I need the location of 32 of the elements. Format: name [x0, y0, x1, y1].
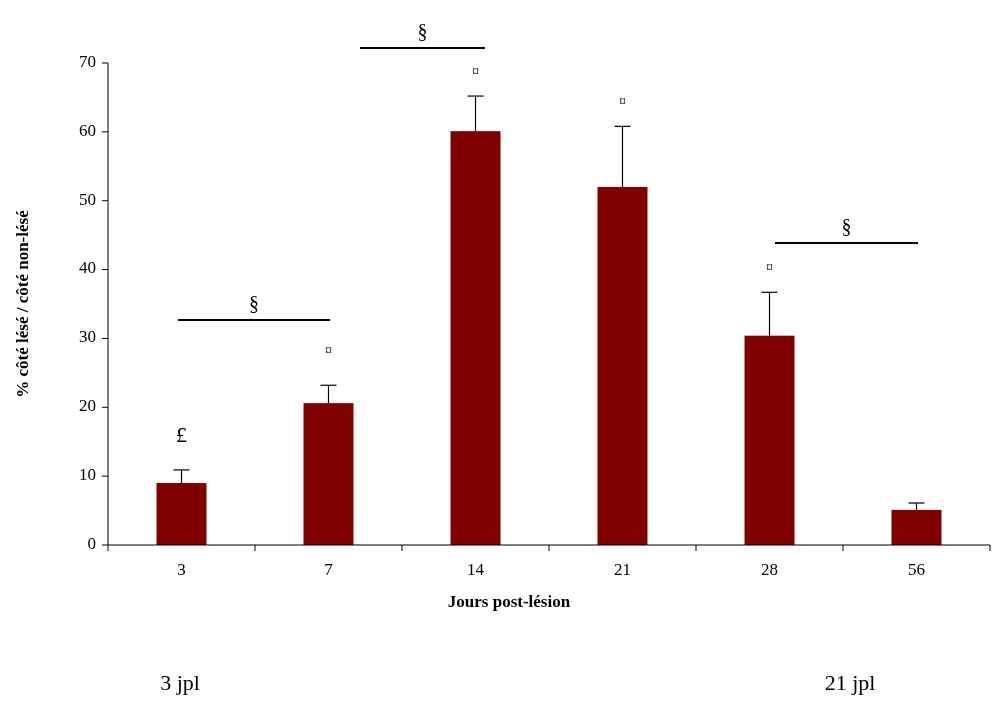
- y-axis-title: % côté lésé / côté non-lésé: [13, 209, 32, 398]
- bar: [156, 483, 207, 545]
- y-tick-label: 60: [79, 120, 96, 140]
- x-tick-label: 21: [614, 560, 631, 579]
- x-tick-label: 56: [908, 560, 925, 579]
- annotation: §: [249, 292, 259, 314]
- x-tick-label: 14: [467, 560, 485, 579]
- y-tick-label: 0: [87, 533, 96, 553]
- annotation: £: [176, 421, 187, 447]
- y-tick-label: 30: [79, 327, 96, 347]
- annotation: ¤: [472, 64, 479, 80]
- bar: [303, 403, 354, 545]
- y-tick-label: 20: [79, 396, 96, 416]
- y-tick-label: 70: [79, 51, 96, 71]
- x-axis-title: Jours post-lésion: [447, 592, 571, 611]
- annotation: ¤: [766, 260, 773, 276]
- annotation: §: [841, 215, 852, 237]
- text: 21 jpl: [824, 670, 876, 695]
- y-tick-label: 50: [79, 189, 96, 209]
- bar: [891, 509, 942, 545]
- bar: [744, 335, 795, 545]
- x-tick-label: 3: [177, 560, 186, 579]
- y-tick-label: 10: [79, 465, 96, 485]
- annotation: ¤: [325, 343, 332, 359]
- annotation: ¤: [619, 94, 626, 110]
- bar: [597, 186, 648, 545]
- x-tick-label: 28: [761, 560, 778, 579]
- x-tick-label: 7: [324, 560, 334, 579]
- text: §: [417, 20, 428, 42]
- bar: [450, 131, 501, 545]
- text: 3 jpl: [160, 670, 200, 695]
- y-tick-label: 40: [79, 258, 96, 278]
